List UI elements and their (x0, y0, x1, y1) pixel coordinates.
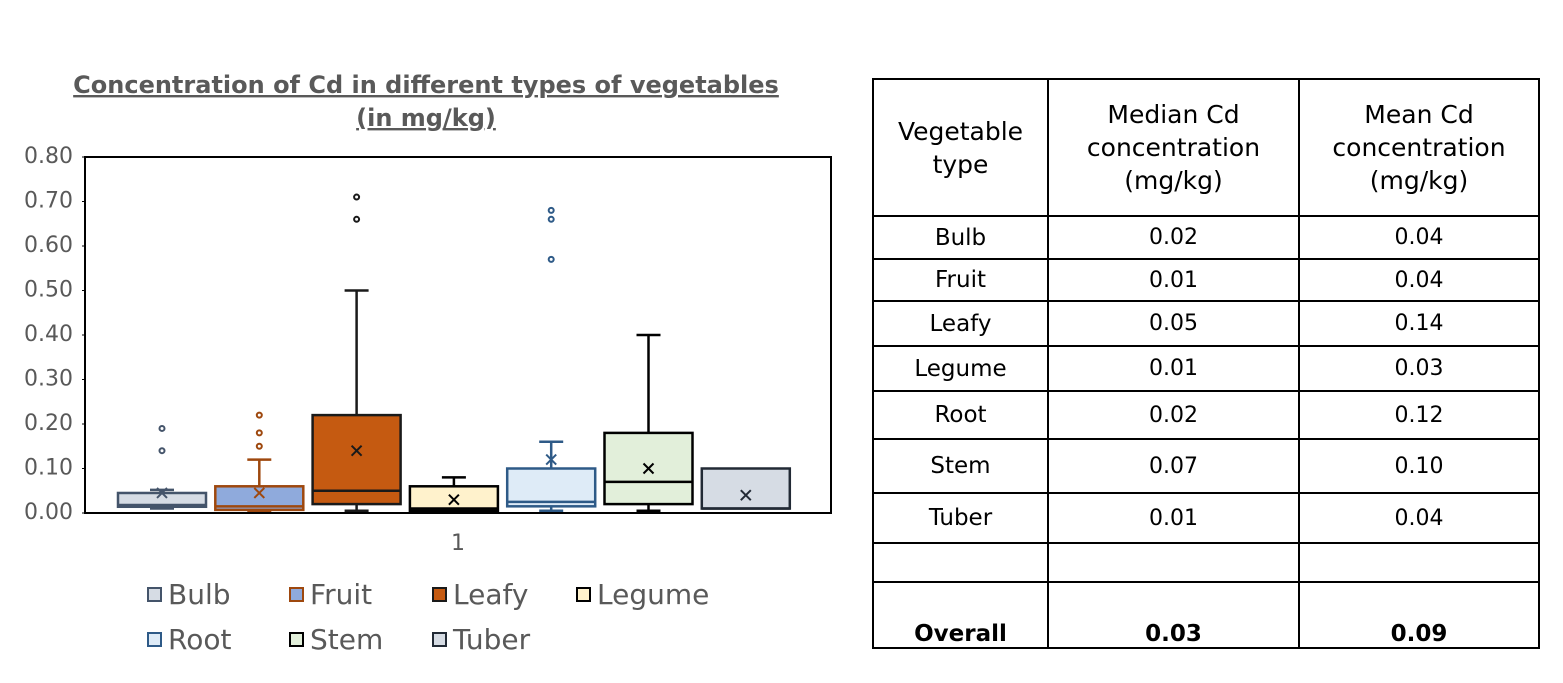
outlier (547, 206, 555, 214)
table-cell: 0.12 (1298, 390, 1540, 440)
box (700, 467, 792, 510)
empty-cell (1298, 542, 1540, 583)
table-cell: 0.09 (1298, 581, 1540, 649)
mean-marker (350, 444, 363, 457)
plot-frame (84, 156, 832, 514)
table-cell: Fruit (872, 258, 1049, 302)
summary-table: Vegetable type Median Cd concentration (m… (872, 78, 1540, 649)
overall-row: Overall 0.03 0.09 (872, 581, 1540, 649)
y-tick-label: 0.20 (24, 411, 73, 436)
table-cell: 0.05 (1047, 300, 1300, 347)
outlier (547, 255, 555, 263)
mean-marker (545, 453, 557, 466)
table-cell: 0.14 (1298, 300, 1540, 347)
box (311, 413, 402, 506)
legend-label: Tuber (452, 623, 531, 656)
table-cell: 0.01 (1047, 258, 1300, 302)
outlier (255, 411, 263, 419)
outlier (353, 193, 361, 201)
legend-swatch (289, 632, 304, 647)
table-row: Stem 0.07 0.10 (872, 438, 1540, 494)
box (214, 485, 305, 512)
outlier (255, 442, 263, 450)
box (603, 431, 694, 506)
table-row: Legume 0.01 0.03 (872, 345, 1540, 392)
legend-swatch (432, 587, 447, 602)
legend-swatch (576, 587, 591, 602)
table-row: Leafy 0.05 0.14 (872, 300, 1540, 347)
table-row: Bulb 0.02 0.04 (872, 215, 1540, 260)
legend-swatch (289, 587, 304, 602)
box (505, 467, 597, 508)
table-cell: 0.03 (1298, 345, 1540, 392)
empty-row (872, 542, 1540, 583)
table-cell: Mean Cd concentration (mg/kg) (1298, 78, 1540, 217)
y-tick-label: 0.40 (24, 322, 73, 347)
header-row: Vegetable type Median Cd concentration (m… (872, 78, 1540, 217)
legend-label: Bulb (168, 578, 231, 611)
table-cell: 0.03 (1047, 581, 1300, 649)
table-cell: Overall (872, 581, 1049, 649)
table-cell: Leafy (872, 300, 1049, 347)
outlier (255, 429, 263, 437)
table-row: Fruit 0.01 0.04 (872, 258, 1540, 302)
legend-label: Leafy (453, 578, 528, 611)
chart: Concentration of Cd in different types o… (24, 71, 832, 656)
table-cell: Tuber (872, 492, 1049, 544)
table-cell: 0.04 (1298, 492, 1540, 544)
table-cell: 0.02 (1047, 215, 1300, 260)
empty-cell (1047, 542, 1300, 583)
legend-swatch (147, 587, 162, 602)
outlier (158, 447, 166, 455)
chart-title: Concentration of Cd in different types o… (73, 71, 779, 99)
table-cell: 0.10 (1298, 438, 1540, 494)
table-cell: Root (872, 390, 1049, 440)
chart-title: (in mg/kg) (356, 104, 496, 132)
table-cell: 0.01 (1047, 345, 1300, 392)
legend-label: Root (168, 623, 231, 656)
table-cell: 0.01 (1047, 492, 1300, 544)
legend-label: Stem (310, 623, 383, 656)
table-body: Vegetable type Median Cd concentration (m… (872, 78, 1540, 649)
legend-label: Fruit (310, 578, 372, 611)
table-cell: Bulb (872, 215, 1049, 260)
mean-marker (642, 462, 655, 475)
outlier (158, 424, 166, 432)
legend-swatch (432, 632, 447, 647)
y-tick-label: 0.10 (24, 456, 73, 481)
table-row: Root 0.02 0.12 (872, 390, 1540, 440)
mean-marker (253, 487, 266, 499)
table-row: Tuber 0.01 0.04 (872, 492, 1540, 544)
empty-cell (872, 542, 1049, 583)
table-cell: 0.07 (1047, 438, 1300, 494)
mean-marker (740, 489, 752, 501)
table-cell: Vegetable type (872, 78, 1049, 217)
outlier (353, 215, 361, 223)
legend-swatch (147, 632, 162, 647)
y-tick-label: 0.70 (24, 189, 73, 214)
legend-label: Legume (597, 578, 709, 611)
y-tick-label: 0.80 (24, 144, 73, 169)
table-cell: Stem (872, 438, 1049, 494)
table-cell: Legume (872, 345, 1049, 392)
y-tick-label: 0.00 (24, 500, 73, 525)
table-cell: Median Cd concentration (mg/kg) (1047, 78, 1300, 217)
outlier (547, 215, 555, 223)
table-cell: 0.04 (1298, 215, 1540, 260)
table-cell: 0.02 (1047, 390, 1300, 440)
table-cell: 0.04 (1298, 258, 1540, 302)
mean-marker (156, 487, 168, 499)
y-tick-label: 0.60 (24, 233, 73, 258)
y-tick-label: 0.30 (24, 367, 73, 392)
x-tick-label: 1 (451, 531, 465, 556)
y-tick-label: 0.50 (24, 278, 73, 303)
mean-marker (448, 493, 460, 506)
